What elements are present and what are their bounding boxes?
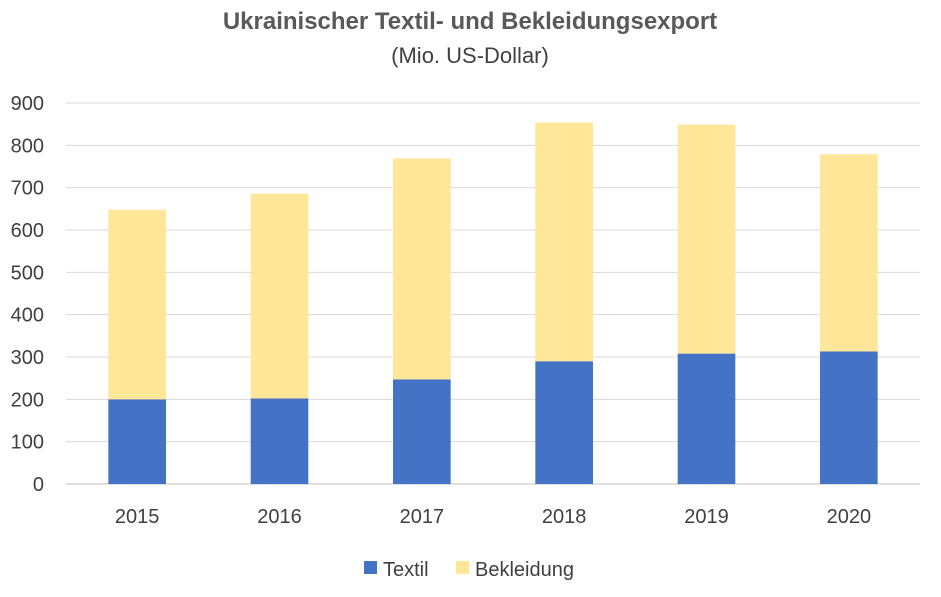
bar-bekleidung-2018 [535,122,593,362]
y-tick-label: 100 [11,432,44,454]
bar-textil-2020 [820,351,878,484]
x-tick-label: 2017 [400,506,445,528]
y-tick-label: 200 [11,389,44,411]
chart-subtitle: (Mio. US-Dollar) [391,43,549,68]
bar-textil-2016 [250,398,309,484]
y-axis-ticks: 0 100 200 300 400 500 600 700 800 900 [11,93,44,496]
x-tick-label: 2018 [542,506,587,528]
y-tick-label: 300 [11,347,44,369]
y-tick-label: 400 [11,305,44,327]
x-tick-label: 2015 [115,506,160,528]
x-tick-label: 2016 [257,506,302,528]
legend-label-textil: Textil [383,559,429,581]
bar-textil-2015 [108,399,166,484]
x-tick-label: 2019 [684,506,729,528]
legend-swatch-bekleidung [456,561,469,574]
bar-bekleidung-2019 [677,124,736,354]
bar-textil-2018 [535,361,593,484]
x-axis-ticks: 2015 2016 2017 2018 2019 2020 [115,506,871,528]
x-tick-label: 2020 [827,506,872,528]
y-tick-label: 800 [11,135,44,157]
y-tick-label: 600 [11,220,44,242]
bar-textil-2019 [677,353,736,484]
gridlines [66,102,920,485]
legend-swatch-textil [364,561,377,574]
legend-label-bekleidung: Bekleidung [475,559,574,581]
bar-bekleidung-2017 [393,158,451,380]
bar-bekleidung-2016 [250,193,309,399]
y-tick-label: 500 [11,262,44,284]
bar-bekleidung-2020 [820,154,878,352]
bar-textil-2017 [393,379,451,484]
y-tick-label: 900 [11,93,44,115]
y-tick-label: 700 [11,178,44,200]
bars [108,122,878,484]
y-tick-label: 0 [33,474,44,496]
bar-bekleidung-2015 [108,209,166,400]
legend: Textil Bekleidung [364,559,574,581]
chart-title: Ukrainischer Textil- und Bekleidungsexpo… [223,8,717,35]
